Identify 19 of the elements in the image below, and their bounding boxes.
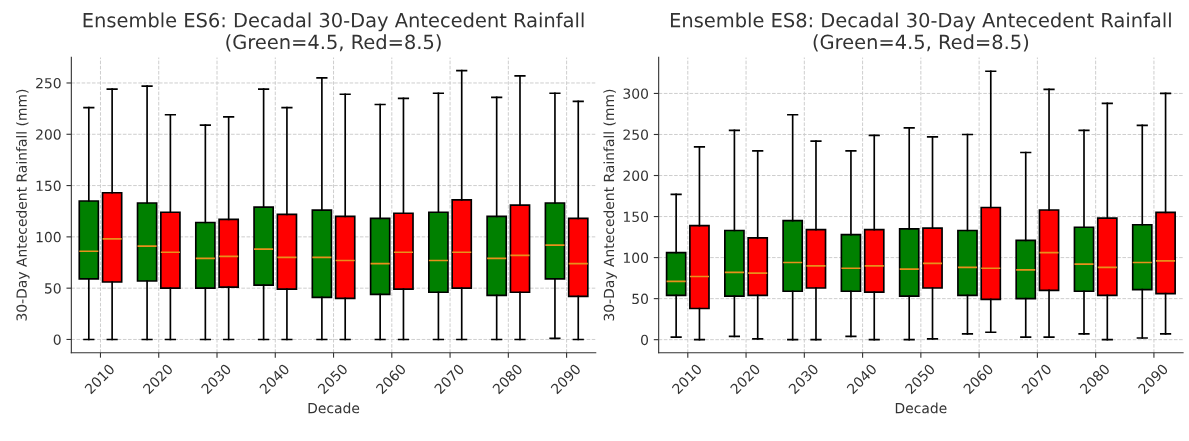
y-tick-label: 200	[36, 129, 61, 140]
y-tick-label: 250	[623, 129, 649, 140]
y-axis-title: 30-Day Antecedent Rainfall (mm)	[603, 89, 617, 321]
y-tick-label: 200	[623, 170, 649, 181]
y-tick-label: 150	[36, 180, 61, 192]
y-tick-label: 250	[36, 77, 61, 89]
chart-title: Ensemble ES6: Decadal 30-Day Antecedent Rainfall (Green=4.5, Red=8.5)	[83, 12, 584, 52]
y-tick-label: 50	[45, 283, 61, 294]
y-tick-label: 0	[53, 334, 61, 345]
x-axis-title: Decade	[308, 402, 360, 414]
y-tick-label: 300	[623, 88, 649, 99]
y-tick-label: 0	[641, 334, 649, 346]
y-axis-title: 30-Day Antecedent Rainfall (mm)	[16, 89, 30, 321]
chart-title: Ensemble ES8: Decadal 30-Day Antecedent Rainfall (Green=4.5, Red=8.5)	[670, 12, 1171, 52]
y-tick-label: 150	[623, 211, 649, 223]
y-tick-label: 50	[632, 293, 649, 305]
y-tick-label: 100	[36, 231, 61, 243]
x-axis-title: Decade	[895, 402, 947, 414]
y-tick-label: 100	[623, 252, 649, 264]
